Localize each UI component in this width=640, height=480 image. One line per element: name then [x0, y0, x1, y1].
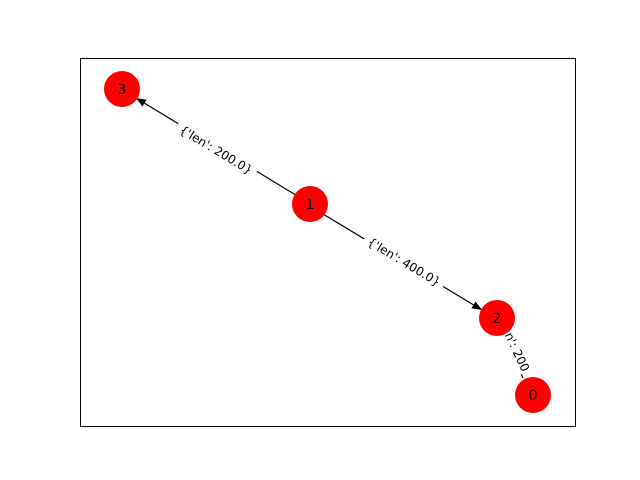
node-3-label: 3 — [118, 82, 127, 98]
node-1: 1 — [292, 186, 328, 222]
node-2: 2 — [479, 300, 515, 336]
edge-label-2-0: n': 200 — [502, 330, 532, 374]
node-3: 3 — [104, 71, 140, 107]
node-0: 0 — [515, 377, 551, 413]
node-0-circle — [515, 377, 551, 413]
node-2-label: 2 — [493, 311, 502, 327]
node-0-label: 0 — [529, 388, 538, 404]
edge-label-1-2: {'len': 400.0} — [365, 235, 443, 289]
edge-label-bg-1-3 — [171, 118, 261, 182]
node-3-circle — [104, 71, 140, 107]
plot-frame — [80, 58, 576, 427]
edge-label-1-3: {'len': 200.0} — [177, 123, 255, 177]
node-2-circle — [479, 300, 515, 336]
edge-label-bg-2-0 — [499, 328, 535, 376]
node-1-circle — [292, 186, 328, 222]
node-1-label: 1 — [306, 197, 315, 213]
edge-label-bg-1-2 — [359, 230, 449, 294]
